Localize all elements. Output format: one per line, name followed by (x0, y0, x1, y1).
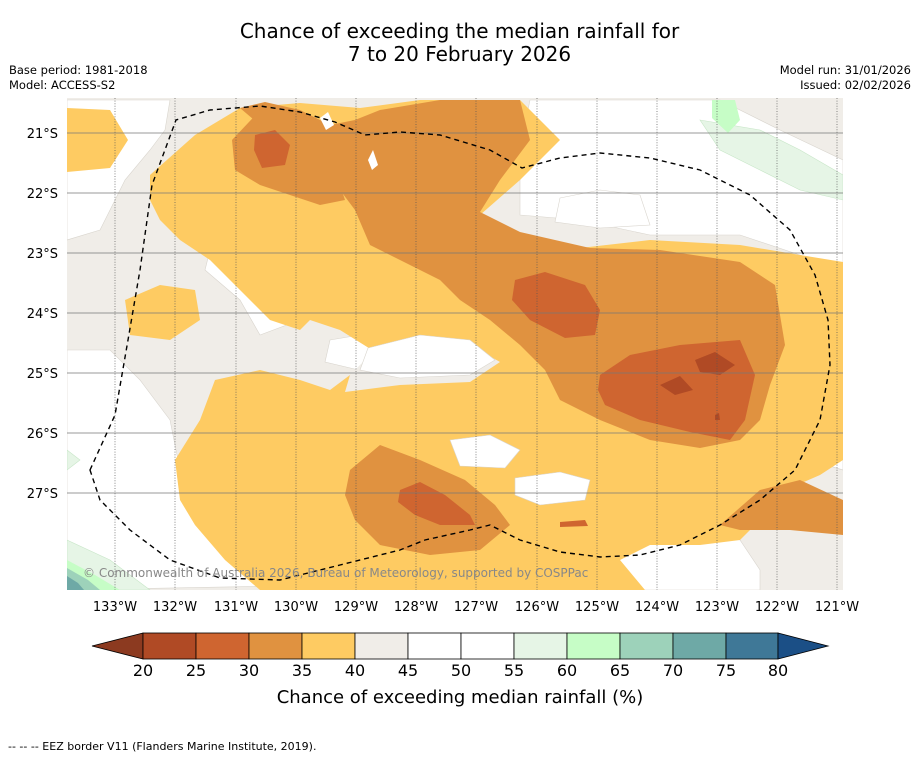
lat-label-26s: 26°S (27, 427, 58, 442)
colorbar-bin-65-70 (619, 632, 674, 660)
colorbar-bin-40-45 (354, 632, 409, 660)
colorbar-bin-70-75 (672, 632, 727, 660)
lat-label-22s: 22°S (27, 187, 58, 202)
lon-label-132w: 132°W (153, 600, 197, 615)
colorbar-tick-55: 55 (504, 661, 524, 680)
colorbar (91, 632, 830, 660)
lat-label-27s: 27°S (27, 487, 58, 502)
model-label: Model: ACCESS-S2 (9, 78, 116, 92)
base-period-label: Base period: 1981-2018 (9, 63, 148, 77)
colorbar-tick-50: 50 (451, 661, 471, 680)
colorbar-title: Chance of exceeding median rainfall (%) (277, 687, 644, 708)
colorbar-tick-25: 25 (186, 661, 206, 680)
colorbar-tick-65: 65 (610, 661, 630, 680)
lon-label-129w: 129°W (334, 600, 378, 615)
lon-label-131w: 131°W (214, 600, 258, 615)
lat-label-23s: 23°S (27, 247, 58, 262)
colorbar-bin-20-25 (142, 632, 197, 660)
colorbar-bin-30-35 (248, 632, 303, 660)
lon-label-128w: 128°W (394, 600, 438, 615)
colorbar-tick-75: 75 (716, 661, 736, 680)
lat-label-21s: 21°S (27, 127, 58, 142)
colorbar-tick-35: 35 (292, 661, 312, 680)
colorbar-high-extend (777, 632, 830, 660)
colorbar-tick-40: 40 (345, 661, 365, 680)
colorbar-tick-20: 20 (133, 661, 153, 680)
colorbar-bin-60-65 (566, 632, 621, 660)
lon-label-126w: 126°W (515, 600, 559, 615)
colorbar-tick-70: 70 (663, 661, 683, 680)
eez-footnote: -- -- -- EEZ border V11 (Flanders Marine… (8, 740, 317, 753)
lat-label-24s: 24°S (27, 307, 58, 322)
colorbar-tick-60: 60 (557, 661, 577, 680)
map-canvas: © Commonwealth of Australia 2026, Bureau… (67, 98, 843, 590)
colorbar-tick-80: 80 (768, 661, 788, 680)
lon-label-122w: 122°W (755, 600, 799, 615)
issued-label: Issued: 02/02/2026 (800, 78, 911, 92)
colorbar-tick-30: 30 (239, 661, 259, 680)
colorbar-bin-50-55 (460, 632, 515, 660)
map-title-line-2: 7 to 20 February 2026 (347, 42, 572, 66)
map-title-line-1: Chance of exceeding the median rainfall … (239, 19, 680, 43)
colorbar-bin-45-50 (407, 632, 462, 660)
lon-label-123w: 123°W (695, 600, 739, 615)
model-run-label: Model run: 31/01/2026 (779, 63, 911, 77)
lon-label-125w: 125°W (575, 600, 619, 615)
lon-label-133w: 133°W (93, 600, 137, 615)
colorbar-low-extend (91, 632, 144, 660)
lat-label-25s: 25°S (27, 367, 58, 382)
colorbar-bin-35-40 (301, 632, 356, 660)
colorbar-bin-55-60 (513, 632, 568, 660)
colorbar-tick-45: 45 (398, 661, 418, 680)
colorbar-bin-25-30 (195, 632, 250, 660)
lon-label-121w: 121°W (815, 600, 859, 615)
lon-label-124w: 124°W (635, 600, 679, 615)
copyright-text: © Commonwealth of Australia 2026, Bureau… (83, 566, 588, 580)
lon-label-127w: 127°W (454, 600, 498, 615)
lon-label-130w: 130°W (274, 600, 318, 615)
colorbar-bin-75-80 (725, 632, 779, 660)
